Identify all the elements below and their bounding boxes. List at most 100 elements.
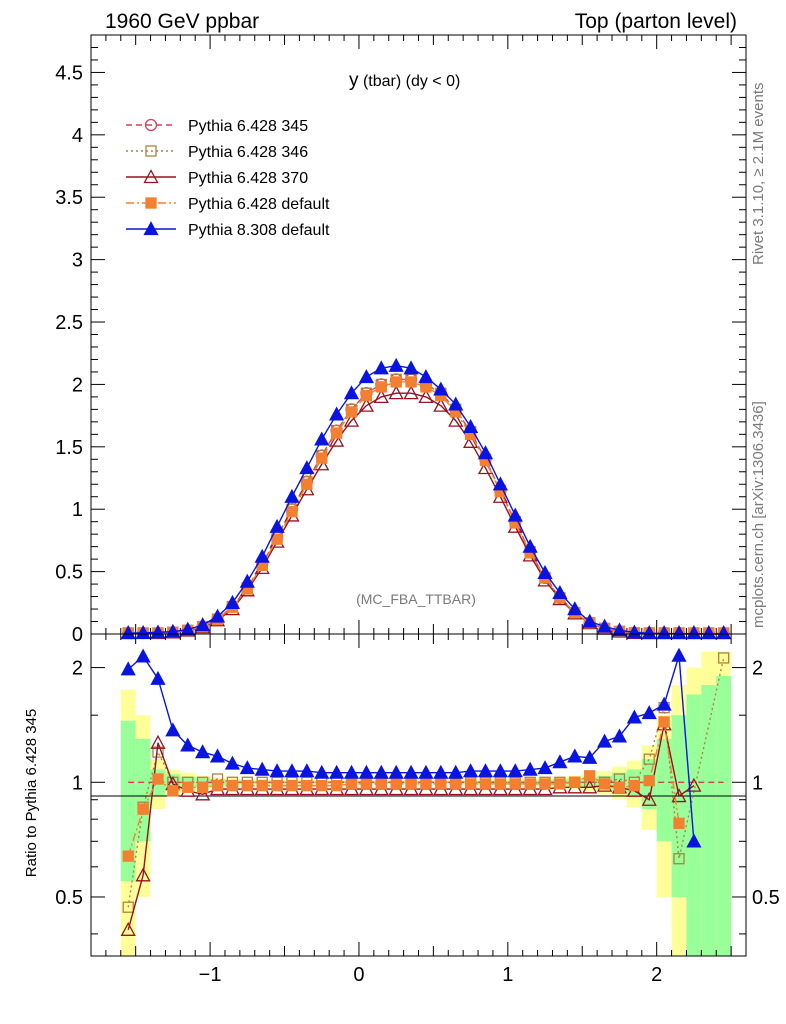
ratio-data-point	[673, 853, 685, 865]
data-point	[433, 381, 449, 396]
ratio-y-tick-label-right: 1	[752, 772, 763, 794]
rivet-side-label: Rivet 3.1.10, ≥ 2.1M events	[750, 83, 767, 266]
ratio-data-point	[224, 755, 241, 770]
ratio-data-point	[433, 764, 449, 779]
data-point	[224, 594, 241, 609]
uncertainty-band-green	[135, 738, 151, 842]
uncertainty-band-green	[701, 685, 717, 956]
ratio-data-point	[537, 760, 553, 775]
ratio-data-point	[596, 733, 613, 748]
data-point	[716, 625, 732, 640]
ratio-data-point	[611, 728, 628, 743]
ratio-data-point	[122, 850, 134, 862]
ratio-axis-label: Ratio to Pythia 6.428 345	[23, 709, 40, 877]
ratio-data-point	[539, 778, 551, 790]
ratio-data-point	[464, 778, 477, 790]
ratio-data-point	[120, 921, 136, 936]
ratio-data-point	[686, 777, 702, 792]
legend-label: Pythia 8.308 default	[188, 222, 330, 239]
ratio-data-point	[299, 763, 315, 778]
data-point	[209, 608, 226, 623]
ratio-y-tick-label-right: 0.5	[752, 887, 780, 909]
ratio-data-point	[135, 648, 151, 663]
data-point	[405, 376, 417, 388]
legend-label: Pythia 6.428 default	[188, 196, 330, 213]
ratio-data-point	[269, 763, 285, 778]
x-tick-label: −1	[199, 964, 222, 986]
ratio-y-tick-label: 1	[72, 772, 83, 794]
ratio-data-point	[375, 778, 387, 790]
uncertainty-band-green	[120, 720, 136, 882]
data-point	[314, 431, 330, 446]
ratio-data-point	[641, 791, 657, 806]
ratio-data-point	[626, 709, 642, 724]
ratio-data-point	[120, 661, 136, 676]
x-tick-label: 0	[353, 964, 364, 986]
ratio-data-point	[671, 647, 687, 662]
ratio-data-point	[492, 763, 508, 778]
ratio-data-point	[658, 716, 670, 728]
data-point	[358, 369, 374, 384]
uncertainty-band-green	[671, 715, 687, 897]
ratio-data-point	[241, 779, 253, 792]
ratio-data-point	[656, 696, 672, 711]
data-point	[522, 538, 538, 553]
ratio-data-point	[135, 867, 151, 882]
data-point	[701, 625, 717, 640]
ratio-uncertainty-bands	[120, 651, 732, 956]
ratio-data-point	[463, 763, 479, 778]
ratio-y-tick-label-right: 2	[752, 658, 763, 680]
data-point	[420, 381, 432, 393]
data-point	[180, 621, 196, 636]
ratio-data-point	[673, 817, 685, 830]
y-tick-label: 2	[72, 374, 83, 396]
ratio-data-point	[271, 779, 283, 792]
ratio-data-point	[554, 778, 566, 790]
header-right: Top (parton level)	[575, 10, 737, 33]
ratio-data-point	[671, 788, 687, 803]
data-point	[611, 622, 628, 637]
plot-title: y (tbar) (dy < 0)	[349, 70, 460, 91]
data-point	[271, 533, 283, 545]
data-point	[686, 625, 702, 640]
legend-marker	[143, 169, 159, 184]
data-point	[656, 625, 672, 640]
y-tick-label: 4.5	[55, 62, 83, 84]
data-point	[567, 601, 583, 616]
data-point	[418, 389, 434, 404]
data-point	[330, 427, 343, 439]
legend-label: Pythia 6.428 346	[188, 144, 308, 161]
data-point	[582, 613, 598, 628]
ratio-data-point	[686, 833, 702, 848]
legend-marker	[143, 221, 159, 236]
ratio-data-point	[522, 761, 538, 776]
ratio-data-point	[358, 764, 374, 779]
ratio-data-point	[567, 748, 583, 763]
data-point	[448, 396, 464, 411]
ratio-data-point	[165, 722, 181, 737]
uncertainty-band-green	[656, 738, 672, 842]
ratio-plot-panel: 0.5 0.5 1 1 2 2 −1 0 1 2 Ratio to Pythia 6.428 34…	[23, 633, 780, 986]
ratio-y-tick-label: 2	[72, 658, 83, 680]
data-point	[239, 573, 255, 588]
data-point	[329, 406, 345, 421]
data-point	[492, 476, 508, 491]
ratio-data-point	[254, 761, 270, 776]
ratio-data-point	[180, 737, 196, 752]
ratio-data-point	[345, 778, 358, 790]
ratio-data-point	[613, 781, 626, 793]
ratio-data-point	[195, 786, 211, 801]
legend: Pythia 6.428 345 Pythia 6.428 346 Pythia 6…	[126, 118, 330, 239]
data-point	[552, 584, 568, 599]
ratio-data-point	[390, 778, 402, 790]
ratio-data-point	[329, 764, 345, 779]
data-point	[596, 618, 613, 633]
data-point	[269, 518, 285, 533]
ratio-data-point	[448, 764, 464, 779]
data-point	[375, 381, 387, 393]
data-point	[345, 406, 358, 418]
ratio-data-point	[524, 778, 536, 790]
ratio-data-point	[507, 763, 523, 778]
ratio-series-line	[127, 655, 695, 842]
